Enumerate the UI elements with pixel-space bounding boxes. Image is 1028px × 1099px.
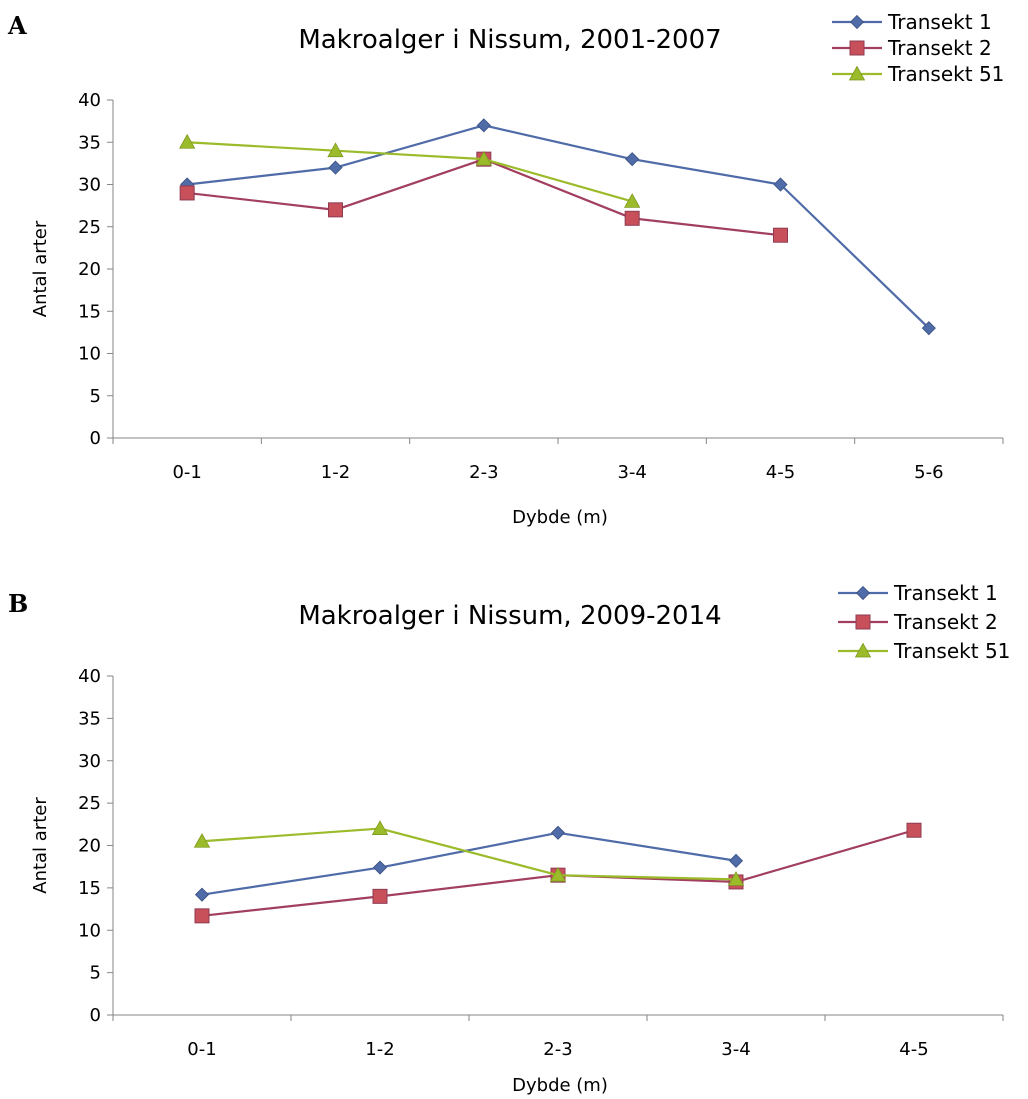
data-point	[906, 822, 922, 838]
legend-label: Transekt 51	[887, 62, 1004, 86]
x-tick-label: 3-4	[721, 1039, 750, 1060]
y-tick-label: 5	[90, 963, 101, 984]
data-point	[179, 185, 195, 201]
data-point	[773, 227, 788, 243]
data-point	[328, 160, 343, 175]
x-tick-label: 4-5	[766, 462, 795, 483]
data-point	[773, 177, 788, 192]
y-tick-label: 15	[78, 878, 101, 899]
data-point	[476, 118, 491, 133]
x-tick-label: 2-3	[543, 1039, 572, 1060]
series-transekt-51	[193, 820, 745, 886]
chart-title: Makroalger i Nissum, 2001-2007	[298, 25, 721, 55]
legend-marker	[849, 14, 865, 30]
chart-panel-a: A Makroalger i Nissum, 2001-2007 0 5 10 15 20 2…	[7, 10, 1004, 528]
legend-label: Transekt 1	[893, 581, 998, 605]
x-tick-label: 3-4	[617, 462, 646, 483]
data-point	[727, 871, 745, 886]
y-tick-label: 20	[78, 836, 101, 857]
data-point	[193, 832, 211, 848]
y-axis-title: Antal arter	[30, 797, 51, 894]
data-point	[728, 853, 744, 868]
x-axis-title: Dybde (m)	[512, 507, 608, 528]
panel-letter: A	[7, 11, 27, 40]
data-point	[327, 142, 344, 158]
y-tick-label: 35	[78, 708, 101, 729]
y-tick-label: 10	[78, 344, 101, 365]
series-transekt-1	[194, 825, 744, 902]
y-tick-label: 15	[78, 301, 101, 322]
chart-title: Makroalger i Nissum, 2009-2014	[298, 601, 721, 631]
y-tick-label: 0	[90, 428, 101, 449]
y-tick-label: 20	[78, 259, 101, 280]
data-point	[549, 866, 567, 882]
data-point	[625, 152, 640, 167]
y-tick-label: 25	[78, 793, 101, 814]
y-tick-label: 30	[78, 175, 101, 196]
chart-panel-b: B Makroalger i Nissum, 2009-2014 0 5 10 15 20 2…	[8, 581, 1010, 1096]
series-line	[187, 141, 633, 203]
y-tick-label: 40	[78, 666, 101, 687]
legend-label: Transekt 1	[887, 10, 992, 34]
x-tick-label: 4-5	[899, 1039, 928, 1060]
series-transekt-51	[178, 133, 641, 208]
legend-marker	[855, 585, 871, 601]
y-tick-label: 30	[78, 751, 101, 772]
y-tick-label: 5	[90, 386, 101, 407]
panel-letter: B	[8, 589, 28, 618]
data-point	[372, 888, 388, 904]
x-tick-label: 0-1	[172, 462, 201, 483]
y-tick-label: 0	[90, 1005, 101, 1026]
data-point	[921, 321, 936, 336]
data-point	[623, 193, 641, 208]
data-point	[624, 210, 640, 226]
legend-marker	[854, 642, 872, 658]
y-tick-label: 25	[78, 217, 101, 238]
x-axis-title: Dybde (m)	[512, 1075, 608, 1096]
legend-label: Transekt 51	[893, 639, 1010, 663]
series-transekt-1	[180, 118, 936, 336]
data-point	[550, 825, 566, 840]
x-tick-label: 5-6	[914, 462, 943, 483]
data-point	[194, 887, 210, 902]
data-point	[372, 860, 388, 875]
data-point	[371, 820, 389, 835]
series-line	[201, 831, 737, 896]
data-point	[328, 202, 343, 218]
data-point	[475, 150, 493, 166]
x-tick-label: 1-2	[365, 1039, 394, 1060]
x-tick-label: 2-3	[469, 462, 498, 483]
series-line	[201, 827, 737, 881]
series-line	[187, 124, 930, 329]
y-axis-title: Antal arter	[30, 220, 51, 317]
data-point	[178, 133, 196, 149]
y-tick-label: 40	[78, 90, 101, 111]
legend-marker	[848, 65, 866, 81]
series-transekt-2	[179, 151, 788, 243]
series-line	[187, 158, 781, 237]
x-tick-label: 1-2	[321, 462, 350, 483]
legend-label: Transekt 2	[887, 36, 992, 60]
legend-marker	[855, 614, 871, 630]
legend-marker	[849, 40, 865, 56]
x-tick-label: 0-1	[187, 1039, 216, 1060]
y-tick-label: 35	[78, 132, 101, 153]
legend-label: Transekt 2	[893, 610, 998, 634]
y-tick-label: 10	[78, 920, 101, 941]
data-point	[194, 908, 210, 924]
